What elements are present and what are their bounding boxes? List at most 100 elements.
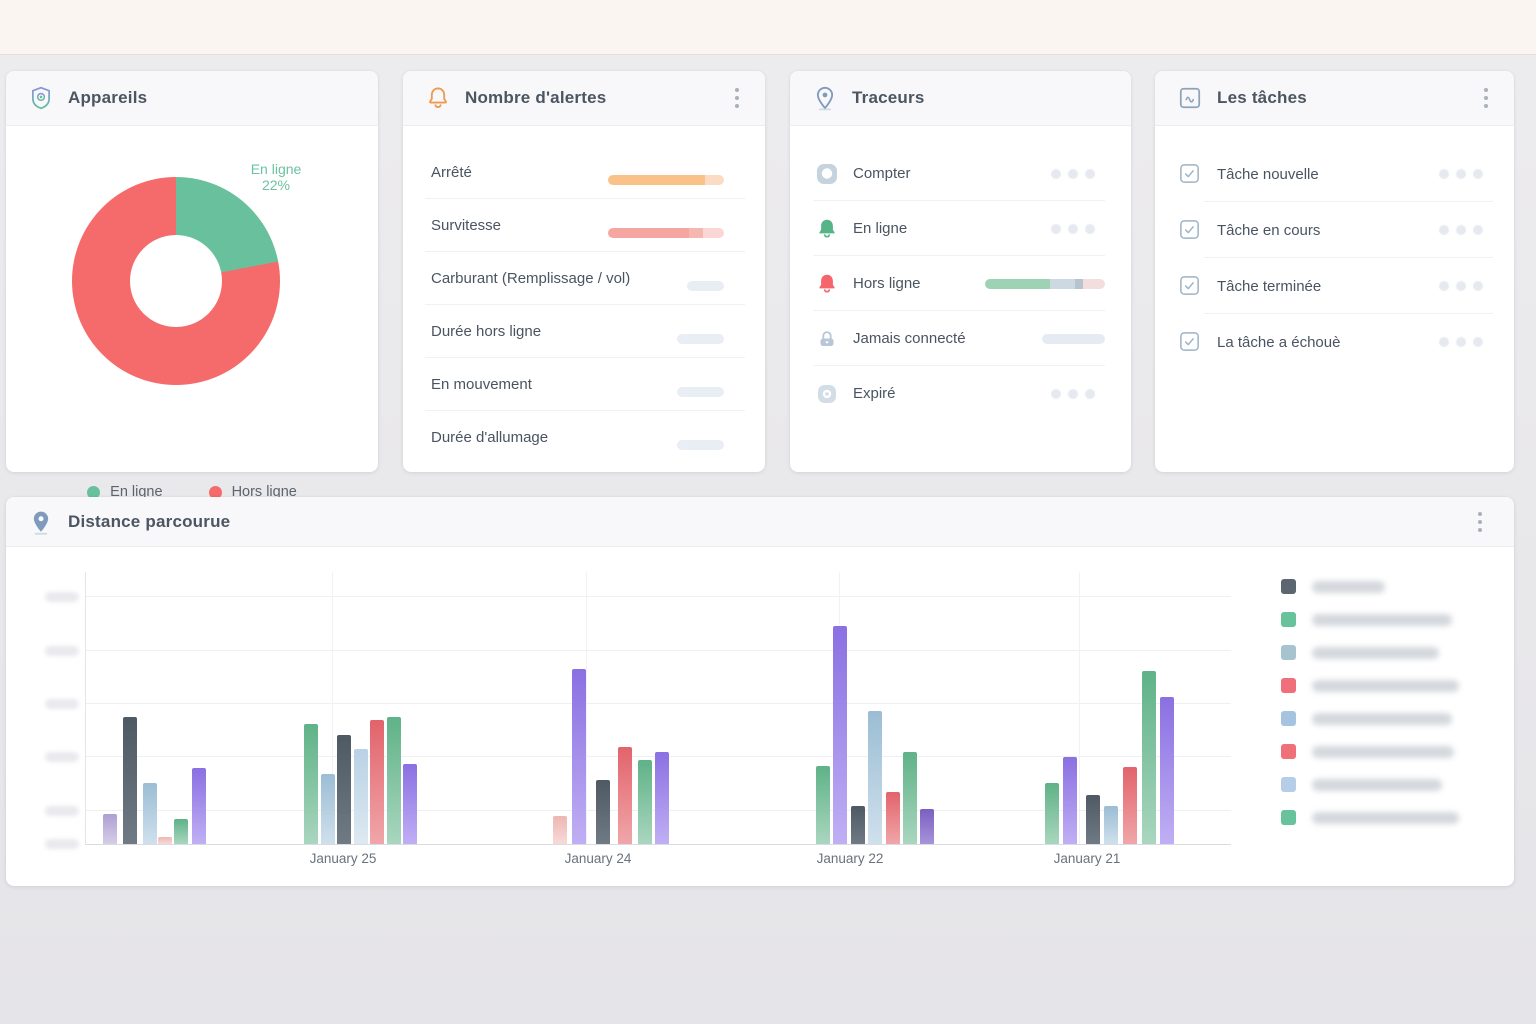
online-legend-label: En ligne <box>110 484 163 500</box>
chart-bar-violet <box>833 626 847 844</box>
x-axis-label: January 22 <box>816 851 884 866</box>
devices-card-title: Appareils <box>68 88 148 107</box>
v-gridline <box>586 572 587 844</box>
alert-value-bar <box>677 333 724 344</box>
task-value-redacted <box>1439 337 1483 347</box>
chart-bar-green <box>304 724 318 844</box>
alerts-card-header: Nombre d'alertes <box>403 71 765 126</box>
distance-menu-button[interactable] <box>1474 508 1486 536</box>
alerts-card: Nombre d'alertes Arrêté Survitesse Carbu… <box>403 71 765 472</box>
chart-bar-dark <box>851 806 865 844</box>
tasks-card-header: Les tâches <box>1155 71 1514 126</box>
tracker-label: Compter <box>853 165 911 182</box>
tracker-label: Jamais connecté <box>853 330 966 347</box>
chart-bar-green <box>387 717 401 844</box>
legend-label-redacted <box>1312 679 1459 692</box>
checkbox-icon <box>1178 218 1202 242</box>
tracker-row: Jamais connecté <box>813 311 1105 366</box>
bell-icon <box>425 85 451 111</box>
counter-icon <box>815 162 839 186</box>
legend-label-redacted <box>1312 745 1454 758</box>
chart-legend-item[interactable] <box>1281 579 1459 594</box>
tasks-menu-button[interactable] <box>1480 84 1492 112</box>
task-row: Tâche nouvelle <box>1176 146 1493 202</box>
chart-bar-lightblue <box>868 711 882 844</box>
chart-bar-dark <box>123 717 137 844</box>
chart-legend-item[interactable] <box>1281 777 1459 792</box>
chart-bar-lavender <box>103 814 117 844</box>
chart-bar-violet <box>403 764 417 844</box>
alert-value-bar <box>608 174 724 185</box>
legend-swatch <box>1281 810 1296 825</box>
task-value-redacted <box>1439 169 1483 179</box>
offline-legend-dot <box>208 485 222 499</box>
bell-red-icon <box>815 272 839 296</box>
legend-swatch <box>1281 744 1296 759</box>
alert-row: En mouvement <box>425 358 745 411</box>
legend-label-redacted <box>1312 613 1452 626</box>
h-gridline <box>86 703 1231 704</box>
legend-label-redacted <box>1312 811 1459 824</box>
distance-chart-legend <box>1281 579 1459 825</box>
chart-bar-green <box>903 752 917 844</box>
donut-legend: En ligne Hors ligne <box>6 484 378 500</box>
legend-swatch <box>1281 777 1296 792</box>
bell-green-icon <box>815 217 839 241</box>
chart-legend-item[interactable] <box>1281 645 1459 660</box>
alerts-card-title: Nombre d'alertes <box>465 88 607 107</box>
legend-label-redacted <box>1312 646 1439 659</box>
devices-card: Appareils En ligne 22% En ligne Hors lig… <box>6 71 378 500</box>
chart-bar-pink <box>553 816 567 844</box>
chart-bar-red <box>618 747 632 844</box>
tracker-row: Hors ligne <box>813 256 1105 311</box>
chart-bar-paleblue <box>354 749 368 844</box>
chart-bar-violet <box>655 752 669 844</box>
tracker-label: Expiré <box>853 385 896 402</box>
chart-legend-item[interactable] <box>1281 678 1459 693</box>
chart-legend-item[interactable] <box>1281 612 1459 627</box>
chart-bar-pink <box>158 837 172 844</box>
task-label: Tâche nouvelle <box>1217 165 1319 183</box>
legend-swatch <box>1281 711 1296 726</box>
task-row: Tâche terminée <box>1176 258 1493 314</box>
pin-icon <box>28 509 54 535</box>
distance-card-title: Distance parcourue <box>68 511 231 531</box>
legend-swatch <box>1281 612 1296 627</box>
chart-bar-green <box>1045 783 1059 844</box>
alert-label: En mouvement <box>431 376 532 393</box>
alert-row: Survitesse <box>425 199 745 252</box>
task-label: Tâche en cours <box>1217 221 1321 239</box>
tasks-icon <box>1177 85 1203 111</box>
legend-swatch <box>1281 678 1296 693</box>
chart-bar-dark <box>337 735 351 844</box>
alert-row: Carburant (Remplissage / vol) <box>425 252 745 305</box>
legend-swatch <box>1281 579 1296 594</box>
lock-icon <box>815 327 839 351</box>
checkbox-icon <box>1178 162 1202 186</box>
trackers-card: Traceurs Compter En ligne <box>790 71 1131 472</box>
legend-item-online[interactable]: En ligne <box>87 484 163 500</box>
chart-legend-item[interactable] <box>1281 810 1459 825</box>
legend-item-offline[interactable]: Hors ligne <box>208 484 297 500</box>
task-label: Tâche terminée <box>1217 277 1322 295</box>
legend-label-redacted <box>1312 778 1442 791</box>
devices-card-header: Appareils <box>6 71 378 126</box>
h-gridline <box>86 650 1231 651</box>
chart-bar-violet <box>572 669 586 844</box>
alert-row: Durée hors ligne <box>425 305 745 358</box>
donut-callout-label: En ligne <box>250 161 302 177</box>
chart-legend-item[interactable] <box>1281 744 1459 759</box>
alerts-menu-button[interactable] <box>731 84 743 112</box>
y-axis-label-redacted <box>45 839 79 849</box>
y-axis-label-redacted <box>45 752 79 762</box>
alert-value-bar <box>608 227 724 238</box>
alert-row: Arrêté <box>425 146 745 199</box>
trackers-list: Compter En ligne Hors ligne <box>813 146 1105 421</box>
x-axis-label: January 24 <box>564 851 632 866</box>
x-axis-label: January 25 <box>309 851 377 866</box>
tracker-row: Expiré <box>813 366 1105 421</box>
x-axis-label: January 21 <box>1053 851 1121 866</box>
chart-bar-green <box>638 760 652 844</box>
h-gridline <box>86 596 1231 597</box>
chart-legend-item[interactable] <box>1281 711 1459 726</box>
